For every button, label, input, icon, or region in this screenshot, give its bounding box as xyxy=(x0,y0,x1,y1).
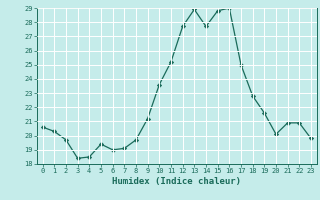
X-axis label: Humidex (Indice chaleur): Humidex (Indice chaleur) xyxy=(112,177,241,186)
